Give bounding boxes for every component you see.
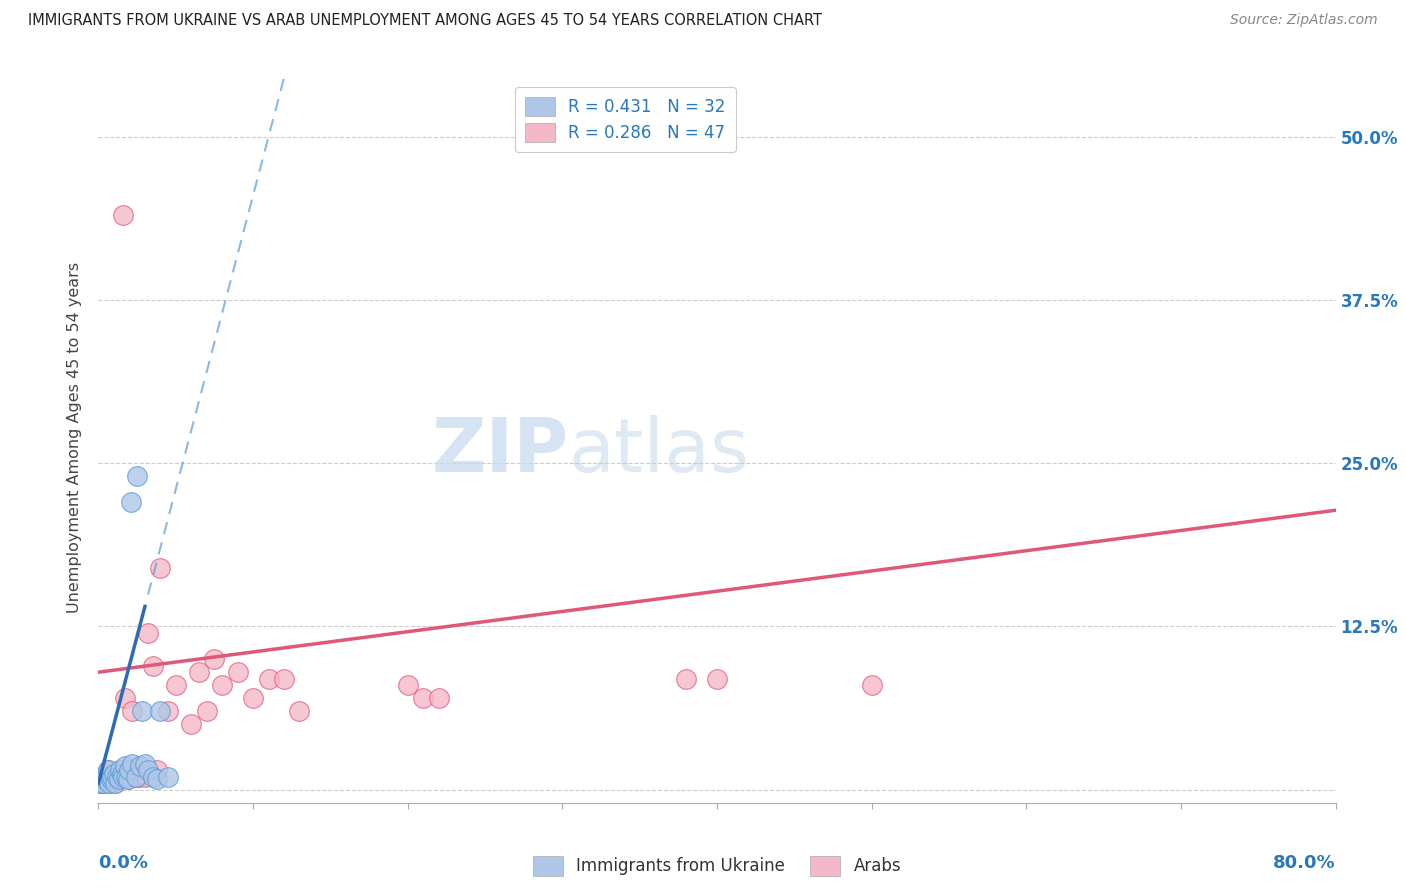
Point [115, 770, 138, 784]
Text: Source: ZipAtlas.com: Source: ZipAtlas.com [1230, 13, 1378, 28]
Text: ZIP: ZIP [432, 415, 568, 488]
Point [118, 763, 141, 777]
Point [211, 678, 233, 692]
Point [131, 767, 153, 781]
Point [180, 717, 202, 731]
Point [134, 756, 156, 771]
Point [114, 691, 136, 706]
Point [91, 776, 114, 790]
Point [97, 763, 120, 777]
Point [101, 770, 124, 784]
Point [226, 665, 249, 680]
Point [412, 691, 434, 706]
Point [112, 208, 135, 222]
Point [108, 763, 131, 777]
Point [128, 770, 150, 784]
Point [93, 772, 115, 787]
Point [100, 772, 122, 787]
Point [98, 776, 121, 790]
Point [120, 495, 142, 509]
Point [165, 678, 187, 692]
Point [114, 759, 136, 773]
Point [112, 770, 135, 784]
Point [90, 770, 112, 784]
Point [149, 560, 172, 574]
Point [104, 776, 127, 790]
Legend: Immigrants from Ukraine, Arabs: Immigrants from Ukraine, Arabs [526, 850, 908, 882]
Point [242, 691, 264, 706]
Point [111, 767, 134, 781]
Point [127, 469, 149, 483]
Point [96, 770, 118, 784]
Point [129, 759, 152, 773]
Point [108, 763, 131, 777]
Point [396, 678, 419, 692]
Point [105, 770, 128, 784]
Point [98, 776, 121, 790]
Point [157, 770, 180, 784]
Point [257, 672, 280, 686]
Point [136, 626, 159, 640]
Text: 0.0%: 0.0% [98, 854, 149, 872]
Point [706, 672, 728, 686]
Point [111, 767, 134, 781]
Point [89, 776, 111, 790]
Point [103, 767, 125, 781]
Point [131, 705, 153, 719]
Point [149, 705, 172, 719]
Point [117, 772, 139, 787]
Point [117, 772, 139, 787]
Text: atlas: atlas [568, 415, 749, 488]
Point [142, 770, 165, 784]
Point [90, 770, 112, 784]
Point [121, 756, 143, 771]
Point [91, 776, 114, 790]
Point [118, 763, 141, 777]
Point [124, 770, 146, 784]
Point [142, 658, 165, 673]
Point [121, 705, 143, 719]
Point [675, 672, 697, 686]
Point [273, 672, 295, 686]
Y-axis label: Unemployment Among Ages 45 to 54 years: Unemployment Among Ages 45 to 54 years [67, 261, 83, 613]
Point [100, 772, 122, 787]
Point [157, 705, 180, 719]
Text: IMMIGRANTS FROM UKRAINE VS ARAB UNEMPLOYMENT AMONG AGES 45 TO 54 YEARS CORRELATI: IMMIGRANTS FROM UKRAINE VS ARAB UNEMPLOY… [28, 13, 823, 29]
Point [115, 770, 138, 784]
Point [146, 763, 169, 777]
Point [288, 705, 311, 719]
Point [105, 770, 128, 784]
Point [104, 776, 127, 790]
Point [188, 665, 211, 680]
Point [101, 770, 124, 784]
Point [195, 705, 218, 719]
Point [96, 770, 118, 784]
Point [89, 776, 111, 790]
Point [146, 772, 169, 787]
Text: 80.0%: 80.0% [1272, 854, 1336, 872]
Point [860, 678, 883, 692]
Point [107, 772, 129, 787]
Point [204, 652, 226, 666]
Point [136, 763, 159, 777]
Point [93, 772, 115, 787]
Point [427, 691, 450, 706]
Point [134, 770, 156, 784]
Point [107, 772, 129, 787]
Point [97, 763, 120, 777]
Point [103, 767, 125, 781]
Point [124, 770, 146, 784]
